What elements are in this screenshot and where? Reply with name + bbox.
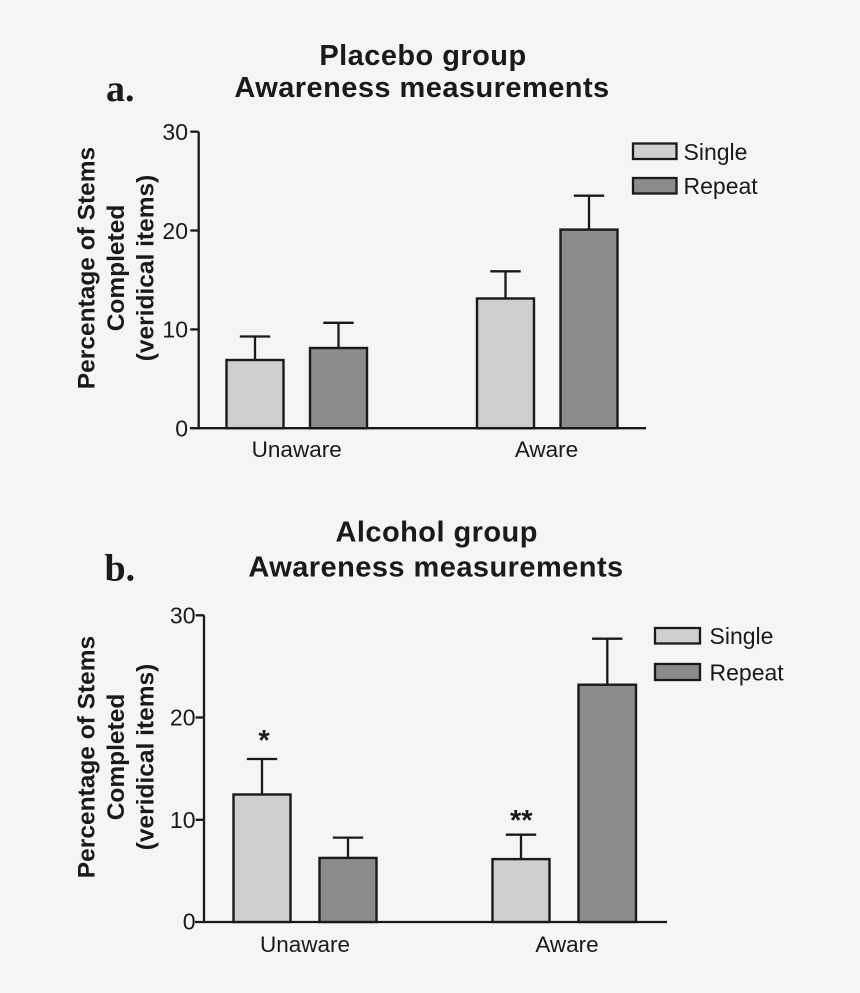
svg-text:0: 0 bbox=[175, 416, 188, 442]
svg-text:Unaware: Unaware bbox=[252, 437, 342, 462]
svg-text:0: 0 bbox=[183, 909, 196, 935]
svg-text:Awareness measurements: Awareness measurements bbox=[234, 72, 609, 104]
svg-text:20: 20 bbox=[162, 218, 188, 244]
svg-text:a.: a. bbox=[106, 68, 135, 110]
svg-text:Aware: Aware bbox=[535, 932, 598, 957]
svg-text:Unaware: Unaware bbox=[260, 932, 350, 957]
svg-text:Placebo group: Placebo group bbox=[319, 40, 526, 72]
svg-text:**: ** bbox=[510, 805, 533, 837]
svg-text:*: * bbox=[258, 725, 270, 757]
svg-text:Single: Single bbox=[684, 139, 748, 165]
svg-text:Single: Single bbox=[710, 623, 774, 649]
svg-text:20: 20 bbox=[170, 705, 196, 731]
svg-text:b.: b. bbox=[105, 548, 136, 590]
svg-text:(veridical items): (veridical items) bbox=[132, 175, 159, 362]
svg-text:30: 30 bbox=[162, 119, 188, 145]
svg-text:Repeat: Repeat bbox=[684, 173, 759, 199]
svg-text:Repeat: Repeat bbox=[710, 659, 785, 685]
svg-text:Completed: Completed bbox=[103, 205, 130, 332]
svg-text:10: 10 bbox=[162, 317, 188, 343]
svg-text:(veridical items): (veridical items) bbox=[132, 664, 159, 851]
svg-text:Aware: Aware bbox=[515, 437, 578, 462]
svg-text:Alcohol group: Alcohol group bbox=[336, 517, 538, 549]
svg-text:Percentage of Stems: Percentage of Stems bbox=[73, 636, 100, 878]
svg-text:Percentage of Stems: Percentage of Stems bbox=[73, 147, 100, 389]
svg-text:30: 30 bbox=[170, 603, 196, 629]
svg-text:10: 10 bbox=[170, 807, 196, 833]
svg-text:Completed: Completed bbox=[103, 694, 130, 821]
svg-text:Awareness measurements: Awareness measurements bbox=[248, 552, 623, 584]
